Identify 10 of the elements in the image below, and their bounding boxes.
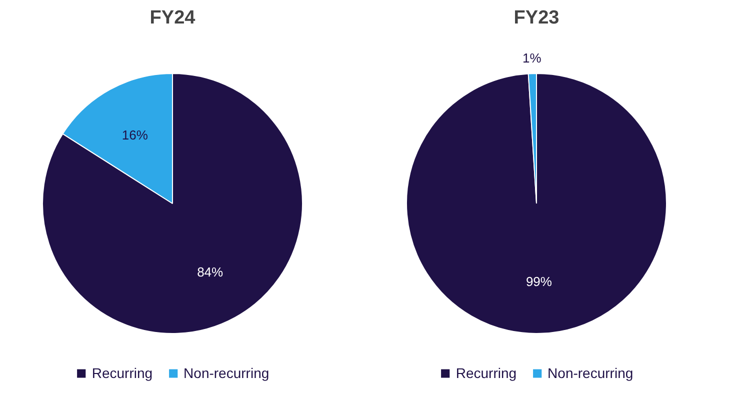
data-label: 99% — [526, 274, 552, 289]
data-label: 84% — [197, 264, 224, 280]
data-label: 16% — [122, 128, 148, 143]
legend-label: Recurring — [456, 365, 517, 381]
legend-label: Non-recurring — [548, 365, 634, 381]
chart-title: FY24 — [150, 8, 196, 28]
data-label: 1% — [522, 50, 542, 66]
legend-label: Recurring — [92, 365, 153, 381]
chart-title: FY23 — [514, 8, 560, 28]
legend-label: Non-recurring — [184, 365, 270, 381]
